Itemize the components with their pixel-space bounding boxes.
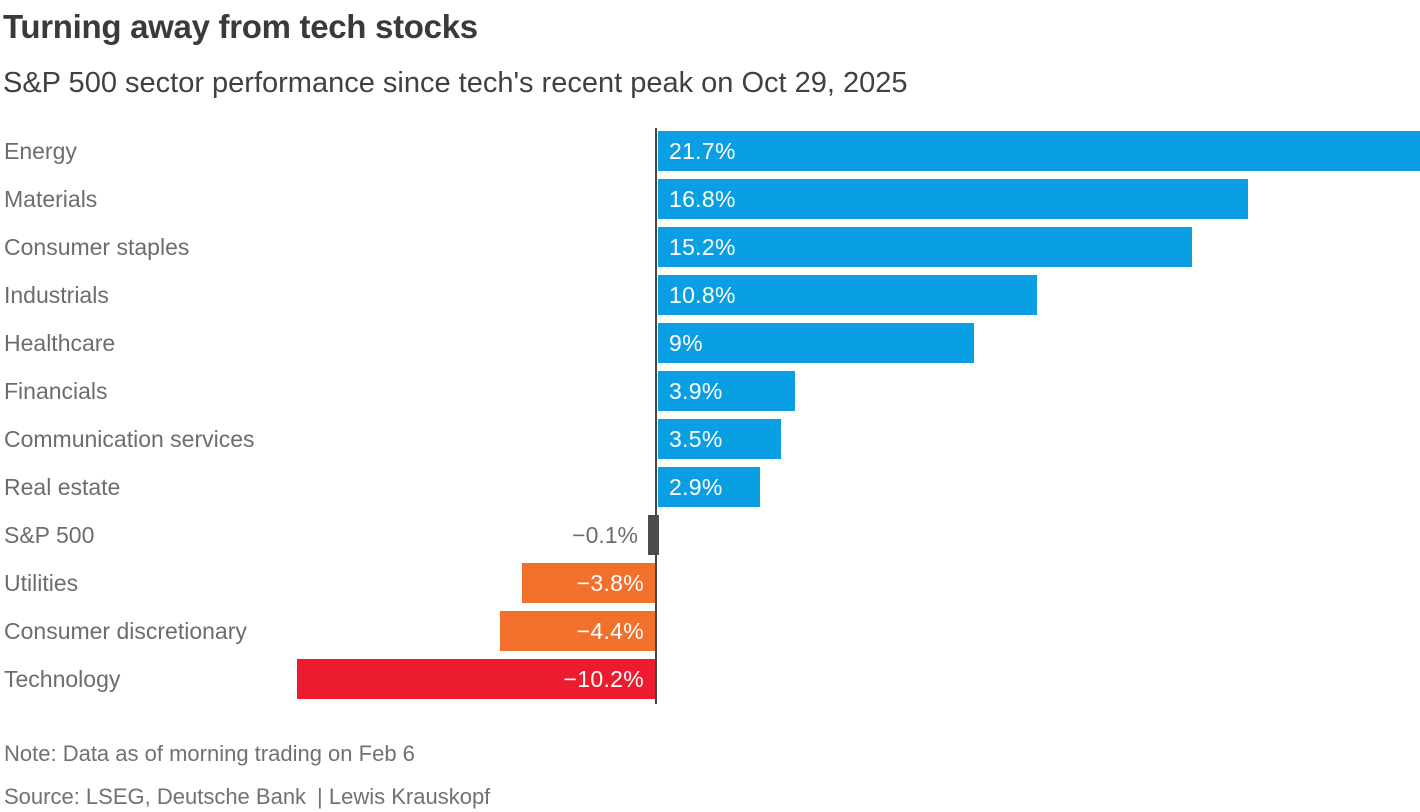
bar-technology: −10.2% [297, 659, 655, 699]
value-label: 16.8% [669, 186, 736, 212]
bar-utilities: −3.8% [522, 563, 655, 603]
value-label: 3.5% [669, 426, 723, 452]
value-label: −4.4% [576, 618, 644, 644]
value-label: 21.7% [669, 138, 736, 164]
chart-title: Turning away from tech stocks [3, 8, 478, 45]
value-label: 3.9% [669, 378, 723, 404]
category-label: Industrials [4, 282, 109, 308]
zero-baseline [655, 128, 657, 704]
category-label: S&P 500 [4, 522, 95, 548]
bar-industrials: 10.8% [658, 275, 1037, 315]
chart-subtitle: S&P 500 sector performance since tech's … [3, 67, 908, 99]
bar-financials: 3.9% [658, 371, 795, 411]
category-label: Materials [4, 186, 98, 212]
bar-consumer-discretionary: −4.4% [500, 611, 655, 651]
chart-source: Source: LSEG, Deutsche Bank | Lewis Krau… [4, 784, 491, 809]
bar-energy: 21.7% [658, 131, 1420, 171]
bar-materials: 16.8% [658, 179, 1248, 219]
value-label: 10.8% [669, 282, 736, 308]
bar-healthcare: 9% [658, 323, 974, 363]
value-label: 2.9% [669, 474, 723, 500]
category-label: Communication services [4, 426, 255, 452]
category-label: Healthcare [4, 330, 116, 356]
bar-communication-services: 3.5% [658, 419, 781, 459]
value-label: −10.2% [563, 666, 644, 692]
category-label: Energy [4, 138, 77, 164]
value-label: 15.2% [669, 234, 736, 260]
bar-real-estate: 2.9% [658, 467, 760, 507]
category-label: Consumer discretionary [4, 618, 247, 644]
category-label: Technology [4, 666, 121, 692]
category-label: Utilities [4, 570, 79, 596]
value-label: 9% [669, 330, 703, 356]
bar-s-p-500 [648, 515, 659, 555]
category-label: Consumer staples [4, 234, 190, 260]
bar-chart: Energy 21.7% Materials 16.8% Consumer staple… [0, 128, 1420, 707]
bar-consumer-staples: 15.2% [658, 227, 1192, 267]
value-label: −3.8% [576, 570, 644, 596]
category-label: Real estate [4, 474, 121, 500]
category-label: Financials [4, 378, 108, 404]
chart-note: Note: Data as of morning trading on Feb … [4, 741, 415, 766]
value-label: −0.1% [572, 522, 638, 548]
